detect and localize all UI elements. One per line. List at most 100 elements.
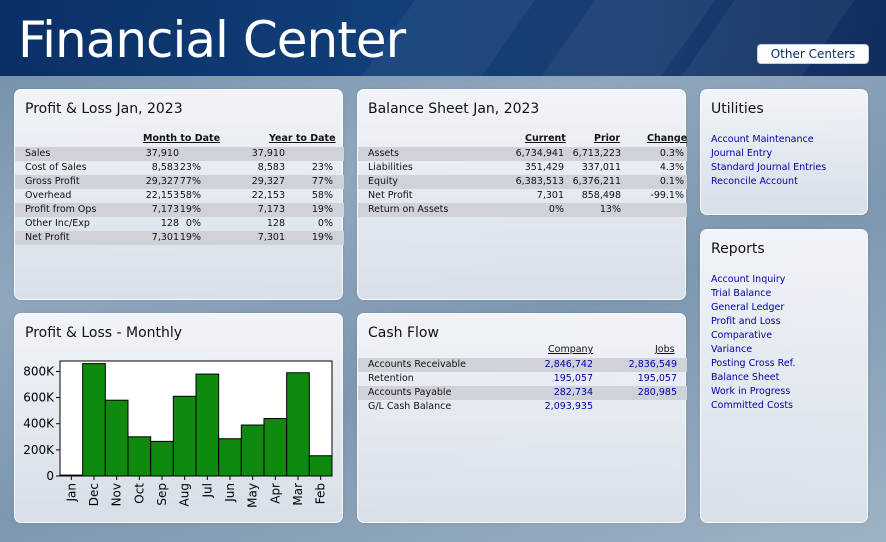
reports-link-balance-sheet[interactable]: Balance Sheet [711, 372, 780, 383]
bar-jun [218, 438, 242, 477]
reports-link-trial-balance[interactable]: Trial Balance [711, 288, 772, 299]
reports-link-profit-and-loss[interactable]: Profit and Loss [711, 316, 781, 327]
cash-flow-panel: Cash Flow Company Jobs Accounts Receivab… [357, 313, 687, 523]
mtd-value: 128 [160, 218, 179, 229]
change-value: 0.3% [659, 148, 684, 159]
ytd-value: 8,583 [257, 162, 285, 173]
row-label: Profit from Ops [25, 204, 97, 215]
table-row: Net Profit 7,301 19% 7,301 19% [15, 231, 344, 245]
company-value: 2,093,935 [544, 401, 593, 412]
jobs-value: 2,836,549 [628, 359, 677, 370]
table-row: Accounts Receivable 2,846,742 2,836,549 [358, 358, 687, 372]
table-row: Other Inc/Exp 128 0% 128 0% [15, 217, 344, 231]
bar-apr [263, 418, 288, 477]
change-value: 0.1% [659, 176, 684, 187]
ytd-value: 22,153 [251, 190, 285, 201]
mtd-value: 29,327 [145, 176, 179, 187]
current-value: 0% [548, 204, 564, 215]
ytd-percent: 0% [317, 218, 333, 229]
x-tick-label: Dec [87, 483, 101, 506]
x-tick-label: May [246, 483, 260, 508]
x-tick-label: Jun [223, 483, 237, 503]
prior-value: 13% [599, 204, 621, 215]
utilities-link-account-maintenance[interactable]: Account Maintenance [711, 134, 814, 145]
jobs-value: 280,985 [637, 387, 677, 398]
mtd-value: 7,301 [151, 232, 179, 243]
utilities-link-reconcile-account[interactable]: Reconcile Account [711, 176, 798, 187]
prior-value: 858,498 [581, 190, 621, 201]
table-row: G/L Cash Balance 2,093,935 [358, 400, 687, 414]
x-tick-label: Feb [314, 483, 328, 504]
utilities-link-journal-entry[interactable]: Journal Entry [711, 148, 773, 159]
x-tick-label: Jul [200, 483, 214, 498]
header-banner: Financial Center Other Centers [0, 0, 886, 76]
table-row: Equity 6,383,513 6,376,211 0.1% [358, 175, 687, 189]
reports-panel: Reports Account Inquiry Trial Balance Gene… [700, 229, 868, 523]
change-value: 4.3% [659, 162, 684, 173]
bar-jan [59, 474, 84, 477]
bar-mar [286, 372, 310, 477]
column-header-month-to-date: Month to Date [143, 133, 221, 144]
reports-link-committed-costs[interactable]: Committed Costs [711, 400, 794, 411]
ytd-value: 128 [266, 218, 285, 229]
utilities-panel: Utilities Account Maintenance Journal Ent… [700, 89, 868, 215]
reports-link-comparative[interactable]: Comparative [711, 330, 773, 341]
ytd-value: 7,301 [257, 232, 285, 243]
utilities-link-standard-journal-entries[interactable]: Standard Journal Entries [711, 162, 827, 173]
column-header-change: Change [647, 133, 688, 144]
bar-sep [150, 440, 174, 477]
reports-links: Account Inquiry Trial Balance General Ledg… [711, 273, 795, 413]
table-row: Net Profit 7,301 858,498 -99.1% [358, 189, 687, 203]
x-tick-label: Aug [178, 483, 192, 506]
x-tick-label: Apr [268, 483, 282, 504]
bar-nov [104, 399, 129, 477]
x-tick-label: Mar [291, 483, 305, 506]
reports-link-general-ledger[interactable]: General Ledger [711, 302, 785, 313]
panel-title: Balance Sheet Jan, 2023 [368, 101, 540, 117]
row-label: Net Profit [25, 232, 70, 243]
column-header-company: Company [548, 344, 594, 355]
row-label: Equity [368, 176, 399, 187]
prior-value: 6,713,223 [572, 148, 621, 159]
column-header-current: Current [525, 133, 566, 144]
ytd-percent: 58% [311, 190, 333, 201]
current-value: 6,734,941 [515, 148, 564, 159]
row-label: Assets [368, 148, 399, 159]
prior-value: 337,011 [581, 162, 621, 173]
x-tick-label: Nov [110, 483, 124, 506]
ytd-percent: 19% [311, 232, 333, 243]
mtd-percent: 77% [179, 176, 201, 187]
jobs-value: 195,057 [637, 373, 677, 384]
column-header-jobs: Jobs [655, 344, 675, 355]
reports-link-work-in-progress[interactable]: Work in Progress [711, 386, 791, 397]
row-label: Gross Profit [25, 176, 80, 187]
x-tick-label: Oct [132, 483, 146, 504]
table-row: Retention 195,057 195,057 [358, 372, 687, 386]
row-label: Accounts Receivable [368, 359, 467, 370]
bar-oct [127, 436, 152, 477]
company-value: 282,734 [553, 387, 593, 398]
mtd-percent: 23% [179, 162, 201, 173]
table-row: Gross Profit 29,327 77% 29,327 77% [15, 175, 344, 189]
reports-link-account-inquiry[interactable]: Account Inquiry [711, 274, 786, 285]
x-tick-label: Jan [64, 483, 78, 503]
panel-title: Utilities [711, 101, 764, 117]
bar-dec [82, 363, 106, 477]
reports-link-posting-cross-ref[interactable]: Posting Cross Ref. [711, 358, 796, 369]
mtd-percent: 19% [179, 232, 201, 243]
bar-aug [172, 395, 197, 477]
row-label: G/L Cash Balance [368, 401, 452, 412]
ytd-value: 37,910 [251, 148, 285, 159]
panel-title: Reports [711, 241, 765, 257]
table-row: Accounts Payable 282,734 280,985 [358, 386, 687, 400]
profit-loss-monthly-panel: Profit & Loss - Monthly 0 200K 400K 600K 800… [14, 313, 343, 523]
company-value: 195,057 [553, 373, 593, 384]
reports-link-variance[interactable]: Variance [711, 344, 753, 355]
mtd-value: 37,910 [145, 148, 179, 159]
ytd-percent: 23% [311, 162, 333, 173]
row-label: Accounts Payable [368, 387, 452, 398]
other-centers-button[interactable]: Other Centers [757, 44, 869, 64]
y-tick-label: 400K [23, 417, 55, 431]
panel-title: Profit & Loss Jan, 2023 [25, 101, 183, 117]
current-value: 6,383,513 [515, 176, 564, 187]
